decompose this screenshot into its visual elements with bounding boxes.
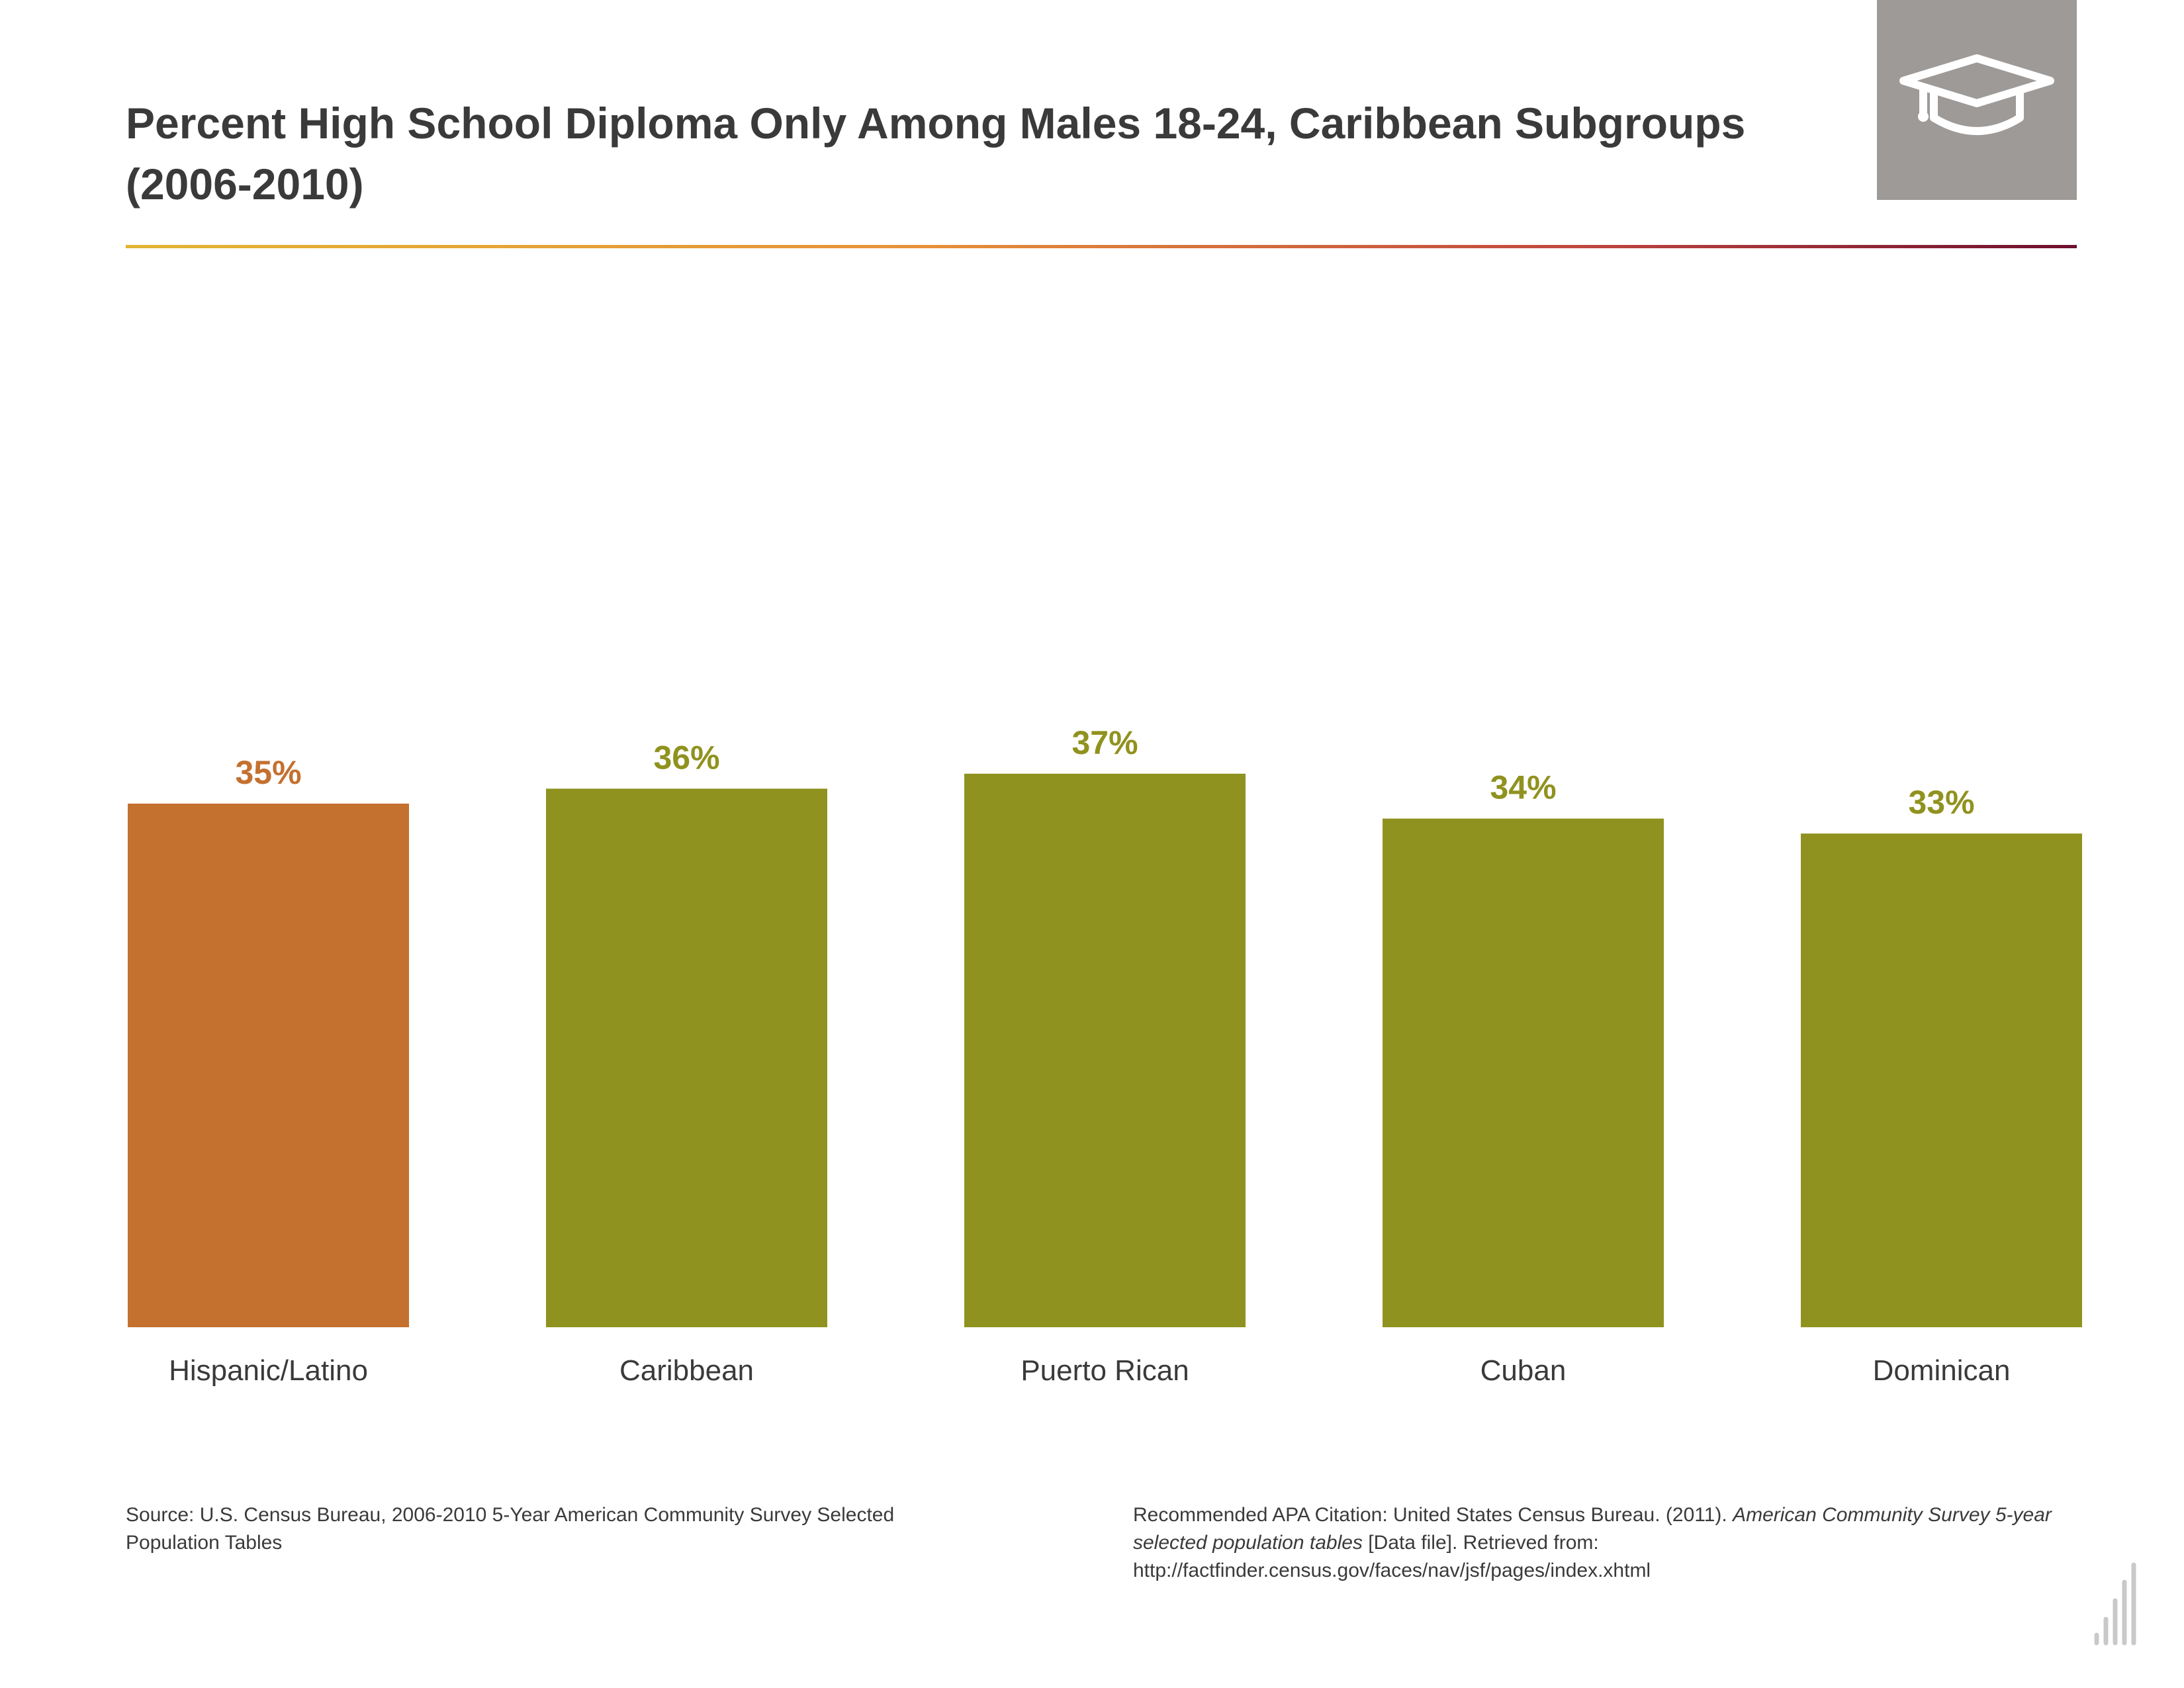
- chart-title: Percent High School Diploma Only Among M…: [126, 99, 1746, 209]
- category-label: Cuban: [1480, 1354, 1567, 1387]
- source-note: Source: U.S. Census Bureau, 2006-2010 5-…: [126, 1504, 895, 1554]
- title-divider: [126, 245, 2077, 248]
- value-label: 33%: [1908, 784, 1974, 821]
- bar-hispanic-latino: [128, 804, 409, 1327]
- bar-dominican: [1801, 833, 2082, 1327]
- citation-suffix: [Data file]. Retrieved from: http://fact…: [1133, 1532, 1651, 1581]
- citation-italic: American Community Survey 5-year selecte…: [1133, 1504, 2052, 1554]
- graduation-cap-icon: [1899, 54, 2054, 135]
- bars-logo-icon: [2094, 1562, 2136, 1646]
- bar-caribbean: [546, 788, 827, 1327]
- value-label: 34%: [1490, 769, 1556, 806]
- value-label: 37%: [1071, 724, 1138, 761]
- icon-box: [1877, 0, 2077, 200]
- category-label: Dominican: [1873, 1354, 2011, 1387]
- citation-prefix: Recommended APA Citation: United States …: [1133, 1504, 1733, 1526]
- category-label: Puerto Rican: [1021, 1354, 1189, 1387]
- value-label: 35%: [235, 754, 301, 791]
- category-label: Caribbean: [619, 1354, 754, 1387]
- bar-cuban: [1383, 818, 1664, 1327]
- bar-puerto-rican: [964, 773, 1246, 1327]
- category-label: Hispanic/Latino: [169, 1354, 368, 1387]
- apa-citation: Recommended APA Citation: United States …: [1133, 1501, 2073, 1585]
- bar-chart: 35% Hispanic/Latino 36% Caribbean 37% Puerto …: [128, 724, 2082, 1387]
- value-label: 36%: [653, 739, 719, 776]
